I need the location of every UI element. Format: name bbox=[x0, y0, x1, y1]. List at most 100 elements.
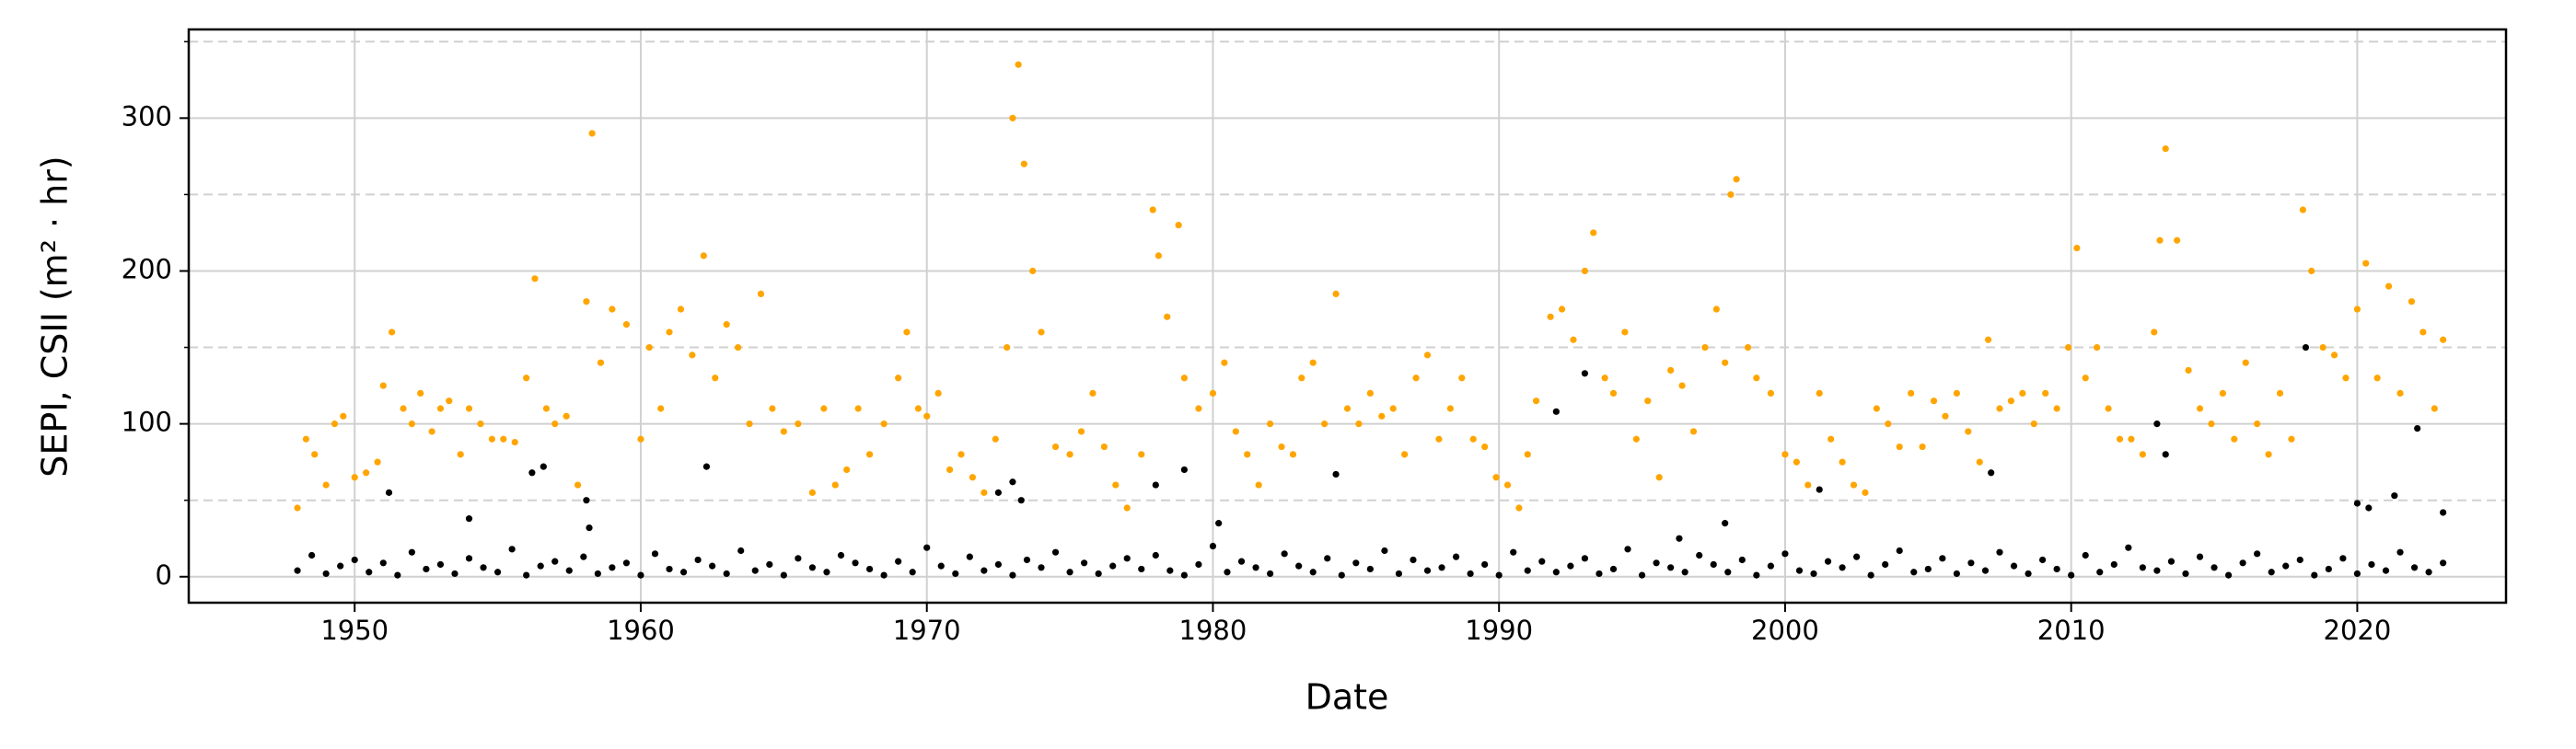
point bbox=[1722, 520, 1729, 527]
point bbox=[1967, 559, 1975, 567]
point bbox=[2162, 144, 2169, 153]
point bbox=[780, 571, 787, 579]
point bbox=[1924, 565, 1932, 573]
point bbox=[766, 560, 773, 569]
point bbox=[2440, 336, 2447, 343]
point bbox=[508, 546, 516, 553]
point bbox=[1882, 560, 1889, 569]
point bbox=[1195, 405, 1202, 412]
point bbox=[308, 551, 316, 559]
point bbox=[2308, 267, 2315, 275]
point bbox=[2362, 259, 2370, 267]
point bbox=[1495, 571, 1503, 579]
point bbox=[2007, 398, 2015, 405]
x-tick-label: 1990 bbox=[1465, 615, 1533, 646]
point bbox=[2299, 206, 2306, 213]
point bbox=[523, 374, 530, 382]
point bbox=[1609, 565, 1618, 573]
point bbox=[1289, 451, 1297, 458]
point bbox=[1953, 570, 1960, 578]
point bbox=[574, 481, 582, 489]
point bbox=[1338, 571, 1345, 579]
point bbox=[1547, 313, 1554, 320]
point bbox=[952, 570, 959, 578]
point bbox=[2096, 569, 2104, 576]
point bbox=[746, 421, 753, 428]
point bbox=[2396, 389, 2404, 397]
point bbox=[2410, 564, 2419, 571]
point bbox=[666, 565, 673, 573]
point bbox=[1867, 571, 1874, 579]
point bbox=[1942, 412, 1949, 420]
point bbox=[477, 421, 484, 428]
point bbox=[1733, 176, 1740, 183]
point bbox=[436, 405, 445, 412]
point bbox=[2242, 359, 2249, 366]
point bbox=[2030, 421, 2037, 428]
point bbox=[436, 560, 445, 569]
point bbox=[909, 569, 916, 576]
point bbox=[294, 504, 301, 512]
point bbox=[1570, 336, 1577, 343]
point bbox=[622, 559, 631, 567]
point bbox=[366, 569, 373, 576]
point bbox=[597, 359, 605, 366]
point bbox=[1395, 570, 1403, 578]
point bbox=[1984, 336, 1992, 343]
point bbox=[2254, 421, 2261, 428]
point bbox=[523, 571, 530, 579]
point bbox=[1678, 382, 1686, 389]
point bbox=[1676, 535, 1683, 542]
point bbox=[865, 565, 874, 573]
point bbox=[1853, 553, 1861, 560]
point bbox=[969, 474, 977, 481]
point bbox=[2342, 374, 2350, 382]
x-tick-label: 1960 bbox=[607, 615, 675, 646]
point bbox=[2353, 570, 2361, 578]
point bbox=[2224, 571, 2233, 579]
point bbox=[1089, 389, 1097, 397]
point bbox=[488, 435, 495, 443]
point bbox=[1389, 405, 1397, 412]
point bbox=[500, 435, 507, 443]
point bbox=[1149, 206, 1156, 213]
point bbox=[1309, 359, 1317, 366]
point bbox=[1552, 569, 1560, 576]
point bbox=[1378, 412, 1386, 420]
point bbox=[2162, 451, 2169, 458]
point bbox=[408, 548, 415, 556]
point bbox=[580, 553, 587, 560]
point bbox=[1738, 556, 1746, 564]
point bbox=[1321, 421, 1329, 428]
point bbox=[1081, 559, 1088, 567]
point bbox=[1224, 569, 1231, 576]
point bbox=[465, 555, 473, 562]
point bbox=[2368, 560, 2375, 569]
point bbox=[2196, 553, 2204, 560]
point bbox=[322, 570, 330, 578]
point bbox=[702, 463, 711, 470]
point bbox=[586, 524, 593, 532]
point bbox=[1724, 569, 1732, 576]
point bbox=[1667, 366, 1675, 374]
point bbox=[1839, 458, 1846, 466]
point bbox=[2156, 236, 2164, 244]
point bbox=[594, 570, 601, 578]
point bbox=[992, 435, 999, 443]
point bbox=[1567, 562, 1574, 570]
point bbox=[1781, 550, 1789, 558]
point bbox=[2174, 236, 2181, 244]
point bbox=[1077, 428, 1085, 435]
point bbox=[994, 560, 1002, 569]
point bbox=[379, 559, 387, 567]
point bbox=[2288, 435, 2295, 443]
point bbox=[820, 405, 828, 412]
point bbox=[854, 405, 862, 412]
point bbox=[2382, 567, 2390, 574]
point bbox=[2025, 570, 2032, 578]
point bbox=[831, 481, 839, 489]
point bbox=[2153, 421, 2161, 428]
point bbox=[2053, 405, 2060, 412]
point bbox=[1722, 359, 1729, 366]
point bbox=[1469, 435, 1477, 443]
